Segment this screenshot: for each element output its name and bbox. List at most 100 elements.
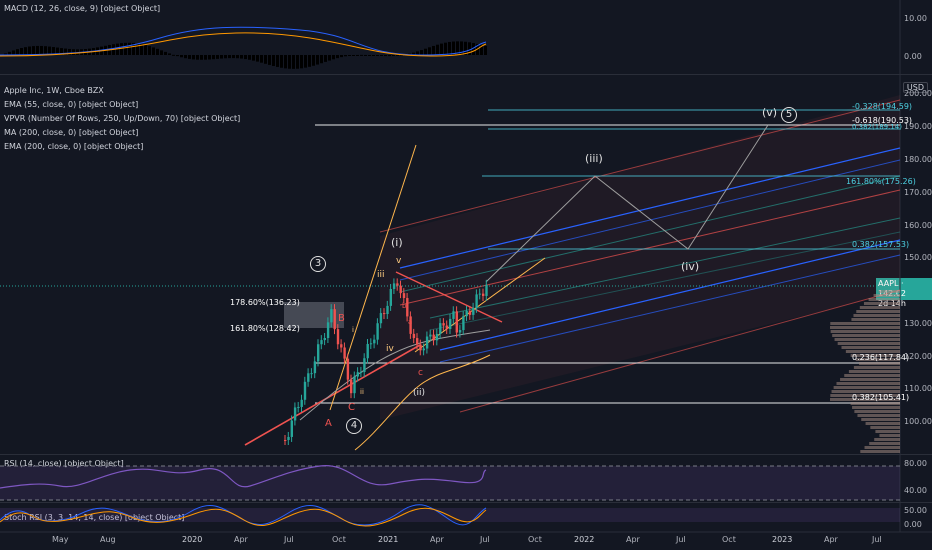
candle-body xyxy=(359,371,363,373)
candle-body xyxy=(307,373,310,382)
macd-bar xyxy=(100,46,103,55)
macd-bar xyxy=(192,55,195,60)
channel-lower-red xyxy=(459,289,901,413)
wave-circle-4: 4 xyxy=(346,418,362,434)
vpvr-row xyxy=(851,318,900,321)
macd-bar xyxy=(348,55,351,56)
vpvr-row xyxy=(853,314,900,317)
wave-label-b-small: b xyxy=(402,302,407,310)
price-axis-160: 160.00 xyxy=(904,221,932,230)
macd-bar xyxy=(448,41,451,55)
candle-body xyxy=(458,330,462,333)
vpvr-row xyxy=(830,330,900,333)
macd-bar xyxy=(444,42,447,55)
time-label-jul-22: Jul xyxy=(676,535,686,544)
candle-body xyxy=(340,344,343,348)
macd-bar xyxy=(220,55,223,59)
macd-bar xyxy=(92,48,95,55)
candle-body xyxy=(366,344,369,359)
channel-blue-2 xyxy=(399,159,901,281)
macd-bar xyxy=(176,55,179,57)
time-label-2021: 2021 xyxy=(378,535,399,544)
candle-body xyxy=(356,372,359,377)
macd-bar xyxy=(408,53,411,55)
macd-bar xyxy=(280,55,283,68)
time-label-apr-20: Apr xyxy=(234,535,248,544)
pane-divider-rsi[interactable] xyxy=(0,502,932,503)
candle-body xyxy=(425,336,429,349)
wave-label-C: C xyxy=(348,402,355,413)
macd-bar xyxy=(184,55,187,59)
candle-body xyxy=(373,339,376,344)
rsi-legend[interactable]: RSI (14, close) [object Object] xyxy=(4,459,124,468)
macd-bar xyxy=(12,50,15,55)
wave-label-iv: (iv) xyxy=(681,260,700,273)
wave-label-small-iv: iv xyxy=(386,344,394,354)
last-price-tag: AAPL · 142.02 2d 14h xyxy=(876,278,932,308)
pane-divider-macd[interactable] xyxy=(0,74,932,75)
legend-ma200[interactable]: MA (200, close, 0) [object Object] xyxy=(4,128,139,137)
legend-vpvr[interactable]: VPVR (Number Of Rows, 250, Up/Down, 70) … xyxy=(4,114,241,123)
channel-outer-fill xyxy=(380,95,900,420)
candle-body xyxy=(478,293,482,295)
currency-button[interactable]: USD xyxy=(902,82,928,93)
channel-upper-red xyxy=(379,99,901,233)
macd-bar xyxy=(64,48,67,55)
price-axis-170: 170.00 xyxy=(904,188,932,197)
stoch-legend[interactable]: Stoch RSI (3, 3, 14, 14, close) [object … xyxy=(4,513,185,522)
macd-bar xyxy=(124,42,127,55)
vpvr-row xyxy=(848,370,900,373)
time-label-jul-23: Jul xyxy=(872,535,882,544)
macd-bar xyxy=(412,52,415,55)
macd-bar xyxy=(32,46,35,55)
wave-label-B: B xyxy=(338,313,345,324)
candle-body xyxy=(472,307,475,315)
time-label-2022: 2022 xyxy=(574,535,595,544)
macd-bar xyxy=(144,44,147,55)
price-axis-110: 110.00 xyxy=(904,384,932,393)
macd-bar xyxy=(476,43,479,55)
vpvr-row xyxy=(865,422,900,425)
candle-body xyxy=(422,348,425,351)
macd-bar xyxy=(288,55,291,69)
legend-ema55[interactable]: EMA (55, close, 0) [object Object] xyxy=(4,100,139,109)
main-legend: Apple Inc, 1W, Cboe BZX EMA (55, close, … xyxy=(4,84,240,154)
candle-body xyxy=(336,329,340,345)
wave-label-i: (i) xyxy=(391,236,403,249)
candlestick-series xyxy=(284,278,488,445)
candle-body xyxy=(452,311,455,319)
macd-bar xyxy=(276,55,279,67)
macd-bar xyxy=(72,49,75,55)
candle-body xyxy=(300,399,303,407)
candle-body xyxy=(326,322,330,338)
macd-bar xyxy=(264,55,267,64)
macd-bar xyxy=(112,44,115,55)
macd-bar xyxy=(212,55,215,60)
macd-bar xyxy=(156,48,159,55)
candle-body xyxy=(439,323,442,334)
macd-bar xyxy=(472,43,475,55)
macd-bar xyxy=(260,55,263,63)
macd-bar xyxy=(300,55,303,69)
macd-bar xyxy=(164,51,167,55)
channel-blue-3 xyxy=(439,239,901,351)
ma200-line xyxy=(299,329,491,421)
time-label-apr-22: Apr xyxy=(626,535,640,544)
trend-line-breakout xyxy=(414,257,546,353)
channel-blue-4 xyxy=(439,254,901,363)
legend-ema200[interactable]: EMA (200, close, 0) [object Object] xyxy=(4,142,144,151)
pane-divider-main[interactable] xyxy=(0,454,932,455)
vpvr-row xyxy=(836,382,900,385)
candle-body xyxy=(396,283,399,286)
macd-legend[interactable]: MACD (12, 26, close, 9) [object Object] xyxy=(4,4,161,13)
candle-body xyxy=(419,344,422,351)
price-axis-180: 180.00 xyxy=(904,155,932,164)
macd-bar xyxy=(312,55,315,66)
macd-bar xyxy=(128,42,131,55)
macd-bar xyxy=(268,55,271,65)
fib-label-175: 161.80%(175.26) xyxy=(846,177,916,186)
macd-bar xyxy=(104,45,107,55)
symbol-title[interactable]: Apple Inc, 1W, Cboe BZX xyxy=(4,86,104,95)
macd-bar xyxy=(308,55,311,67)
